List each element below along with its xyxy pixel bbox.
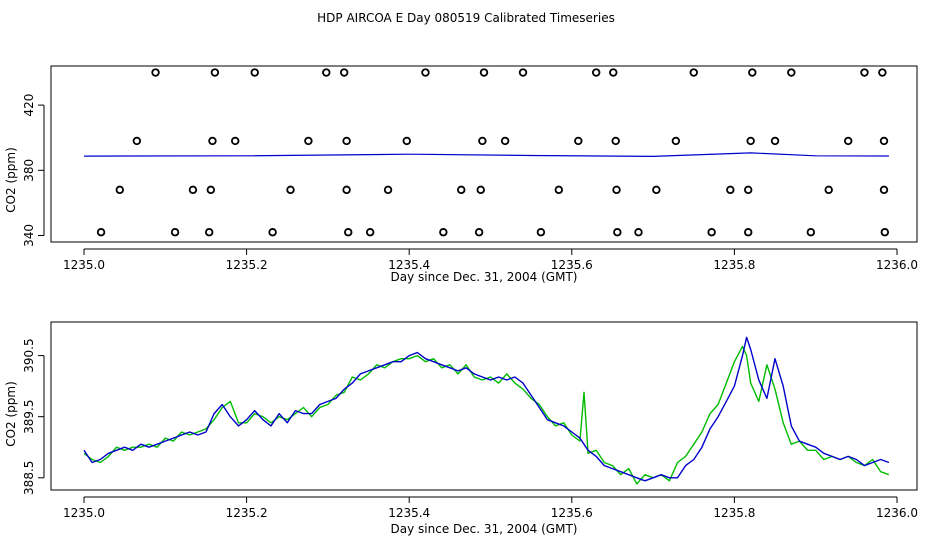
bottom-plot: 1235.0 1235.2 1235.4 1235.6 1235.8 1236.0 388.… [4,321,918,536]
y-tick-label: 380 [22,159,36,182]
data-point-marker [344,228,353,237]
series-line-blue [83,336,890,482]
data-point-marker [591,68,601,77]
y-tick-label: 388.5 [22,461,36,495]
data-point-marker [170,228,180,237]
data-point-marker [208,136,217,146]
data-point-marker [879,185,889,195]
data-point-marker [383,185,393,195]
x-tick-label: 1235.8 [713,506,755,520]
data-point-marker [115,185,124,195]
bottom-plot-axes: 1235.0 1235.2 1235.4 1235.6 1235.8 1236.0 388.… [22,338,918,520]
data-point-marker [478,136,487,146]
top-plot-frame [50,65,918,243]
y-tick-label: 390.5 [22,338,36,372]
x-tick-label: 1236.0 [876,506,918,520]
data-point-marker [151,68,160,77]
data-point-marker [536,228,546,237]
data-point-marker [457,185,466,195]
data-point-marker [476,185,485,195]
data-point-marker [474,228,484,237]
bottom-plot-ylabel: CO2 (ppm) [4,381,18,447]
y-tick-label: 420 [22,94,36,117]
data-point-marker [880,228,890,237]
data-point-marker [188,185,198,195]
data-point-marker [554,185,563,195]
data-point-marker [304,136,313,146]
data-point-marker [652,185,661,195]
bottom-plot-marks [83,336,890,485]
x-tick-label: 1235.2 [226,258,268,272]
data-point-marker [707,228,716,237]
data-point-marker [518,68,528,77]
data-point-marker [500,136,510,146]
series-line-green [83,345,890,485]
top-plot-xlabel: Day since Dec. 31, 2004 (GMT) [391,270,578,284]
top-plot-marks [83,68,890,237]
data-point-marker [748,68,757,77]
data-point-marker [479,68,489,77]
x-tick-label: 1235.0 [63,258,105,272]
data-point-marker [613,228,622,237]
x-tick-label: 1235.6 [551,258,593,272]
data-point-marker [342,185,351,195]
data-point-marker [268,228,277,237]
data-point-marker [611,136,620,146]
data-point-marker [612,185,621,195]
bottom-plot-xlabel: Day since Dec. 31, 2004 (GMT) [391,522,578,536]
data-point-marker [286,185,295,195]
data-point-marker [439,228,448,237]
x-tick-label: 1236.0 [876,258,918,272]
data-point-marker [231,136,240,146]
data-point-marker [250,68,259,77]
data-point-marker [726,185,735,195]
data-point-marker [744,228,753,237]
x-tick-label: 1235.6 [551,506,593,520]
data-point-marker [746,136,755,146]
data-point-marker [844,136,853,146]
y-tick-label: 340 [22,224,36,247]
data-point-marker [634,228,643,237]
data-point-marker [574,136,583,146]
x-tick-label: 1235.8 [713,258,755,272]
series-line-blue [83,152,889,158]
data-point-marker [806,228,816,237]
data-point-marker [96,228,106,237]
data-point-marker [342,136,351,146]
data-point-marker [770,136,780,146]
data-point-marker [132,136,142,146]
data-point-marker [824,185,833,195]
page-title: HDP AIRCOA E Day 080519 Calibrated Times… [317,11,615,25]
x-tick-label: 1235.0 [63,506,105,520]
data-point-marker [210,68,220,77]
data-point-marker [205,228,214,237]
data-point-marker [744,185,753,195]
data-point-marker [322,68,331,77]
bottom-plot-frame [50,321,918,491]
data-point-marker [609,68,618,77]
data-point-marker [860,68,869,77]
data-point-marker [671,136,681,146]
top-plot: 1235.0 1235.2 1235.4 1235.6 1235.8 1236.0 340 3… [4,65,918,284]
data-point-marker [365,228,375,237]
data-point-marker [879,136,889,146]
data-point-marker [878,68,887,77]
y-tick-label: 389.5 [22,400,36,434]
data-point-marker [787,68,796,77]
data-point-marker [339,68,349,77]
top-plot-axes: 1235.0 1235.2 1235.4 1235.6 1235.8 1236.0 340 3… [22,94,918,272]
x-tick-label: 1235.4 [388,258,430,272]
data-point-marker [206,185,216,195]
top-plot-ylabel: CO2 (ppm) [4,147,18,213]
x-tick-label: 1235.2 [226,506,268,520]
data-point-marker [402,136,411,146]
x-tick-label: 1235.4 [388,506,430,520]
data-point-marker [421,68,430,77]
data-point-marker [689,68,698,77]
